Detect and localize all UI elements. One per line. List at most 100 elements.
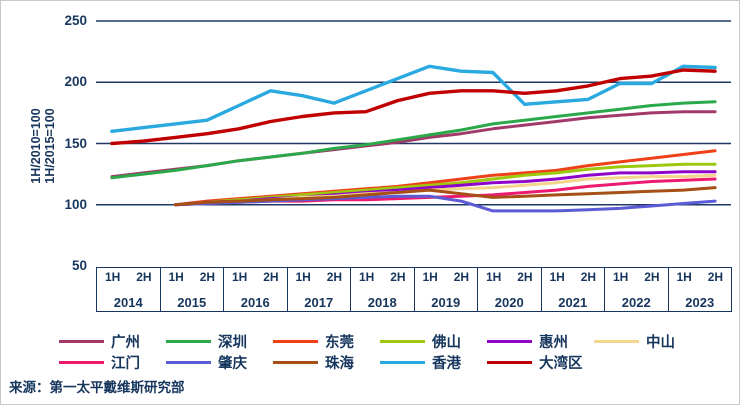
- half-year-labels: 1H 2H: [351, 270, 414, 284]
- legend-swatch-zhaoqing: [166, 360, 211, 365]
- legend-item-zhongshan: 中山: [594, 331, 701, 352]
- legend-swatch-jiangmen: [59, 360, 104, 365]
- half-label-1H-2017: 1H: [295, 270, 311, 284]
- legend-swatch-guangzhou: [59, 339, 104, 344]
- legend-label-jiangmen: 江门: [111, 356, 140, 372]
- legend-swatch-shenzhen: [166, 339, 211, 344]
- x-axis-cell-2017: 1H 2H 2017: [288, 268, 351, 311]
- x-axis-cell-2015: 1H 2H 2015: [161, 268, 224, 311]
- year-label-2022: 2022: [621, 295, 651, 310]
- half-label-1H-2019: 1H: [422, 270, 438, 284]
- x-axis-cell-2014: 1H 2H 2014: [97, 268, 161, 311]
- x-axis-cell-2019: 1H 2H 2019: [415, 268, 478, 311]
- legend-item-gba: 大湾区: [487, 352, 594, 373]
- legend-swatch-hongkong: [380, 360, 425, 365]
- legend-swatch-gba: [487, 360, 532, 365]
- series-line-gba: [110, 68, 717, 146]
- half-label-2H-2022: 2H: [644, 270, 660, 284]
- year-label-2016: 2016: [240, 295, 270, 310]
- y-tick-250: 250: [64, 13, 87, 28]
- half-year-labels: 1H 2H: [542, 270, 605, 284]
- year-label-2018: 2018: [367, 295, 397, 310]
- series-line-zhuhai: [173, 186, 717, 207]
- source-note: 来源：第一太平戴维斯研究部: [9, 380, 185, 395]
- x-axis-cell-2016: 1H 2H 2016: [224, 268, 288, 311]
- half-label-2H-2018: 2H: [390, 270, 406, 284]
- half-year-labels: 1H 2H: [669, 270, 732, 284]
- x-axis-cell-2018: 1H 2H 2018: [351, 268, 415, 311]
- half-label-1H-2018: 1H: [358, 270, 375, 284]
- legend-swatch-zhuhai: [273, 360, 318, 365]
- legend-item-zhaoqing: 肇庆: [166, 352, 273, 373]
- y-axis-label-line1: 1H/2010=100: [29, 108, 43, 184]
- legend-swatch-dongguan: [273, 339, 318, 344]
- legend-item-huizhou: 惠州: [487, 331, 594, 352]
- legend-item-zhuhai: 珠海: [273, 352, 380, 373]
- year-label-2019: 2019: [431, 295, 461, 310]
- half-label-2H-2014: 2H: [136, 270, 152, 284]
- legend-item-foshan: 佛山: [380, 331, 487, 352]
- half-label-2H-2021: 2H: [580, 270, 597, 284]
- legend-label-zhaoqing: 肇庆: [218, 356, 247, 372]
- series-line-shenzhen: [110, 100, 717, 180]
- y-tick-100: 100: [64, 196, 87, 212]
- half-year-labels: 1H 2H: [288, 270, 351, 284]
- legend-swatch-foshan: [380, 339, 425, 344]
- year-label-2017: 2017: [304, 295, 334, 310]
- half-label-1H-2016: 1H: [231, 270, 248, 284]
- legend-row-2: 江门 肇庆 珠海 香港 大湾区: [59, 352, 594, 373]
- year-label-2020: 2020: [494, 295, 524, 310]
- half-label-2H-2017: 2H: [326, 270, 343, 284]
- half-label-1H-2023: 1H: [676, 270, 692, 284]
- half-year-labels: 1H 2H: [97, 270, 160, 284]
- half-year-labels: 1H 2H: [415, 270, 478, 284]
- half-label-1H-2015: 1H: [168, 270, 184, 284]
- x-axis-cell-2023: 1H 2H 2023: [669, 268, 732, 311]
- x-axis-cell-2021: 1H 2H 2021: [542, 268, 605, 311]
- legend-item-jiangmen: 江门: [59, 352, 166, 373]
- x-axis-cell-2022: 1H 2H 2022: [605, 268, 669, 311]
- legend-row-1: 广州 深圳 东莞 佛山 惠州 中山: [59, 331, 701, 352]
- legend-label-gba: 大湾区: [539, 356, 583, 372]
- series-line-hongkong: [110, 64, 717, 134]
- legend-label-huizhou: 惠州: [539, 335, 568, 351]
- legend-swatch-zhongshan: [594, 339, 639, 344]
- half-label-2H-2023: 2H: [707, 270, 724, 284]
- half-year-labels: 1H 2H: [161, 270, 224, 284]
- legend-label-zhongshan: 中山: [646, 335, 675, 351]
- legend-item-guangzhou: 广州: [59, 331, 166, 352]
- year-label-2021: 2021: [558, 295, 588, 310]
- half-year-labels: 1H 2H: [224, 270, 287, 284]
- half-label-1H-2020: 1H: [485, 270, 502, 284]
- legend-item-dongguan: 东莞: [273, 331, 380, 352]
- legend-label-shenzhen: 深圳: [218, 335, 247, 351]
- half-year-labels: 1H 2H: [605, 270, 668, 284]
- year-label-2015: 2015: [177, 295, 207, 310]
- half-label-2H-2015: 2H: [199, 270, 216, 284]
- half-year-labels: 1H 2H: [478, 270, 541, 284]
- legend-label-dongguan: 东莞: [325, 335, 354, 351]
- legend-swatch-huizhou: [487, 339, 532, 344]
- y-tick-200: 200: [64, 74, 87, 90]
- year-label-2014: 2014: [113, 295, 143, 310]
- half-label-2H-2019: 2H: [453, 270, 470, 284]
- legend-item-hongkong: 香港: [380, 352, 487, 373]
- y-tick-150: 150: [64, 135, 87, 151]
- year-label-2023: 2023: [685, 295, 715, 310]
- half-label-2H-2020: 2H: [517, 270, 533, 284]
- legend-label-hongkong: 香港: [432, 356, 461, 372]
- legend-item-shenzhen: 深圳: [166, 331, 273, 352]
- y-tick-50: 50: [71, 258, 87, 273]
- half-label-1H-2021: 1H: [549, 270, 565, 284]
- y-axis-label: 1H/2010=100 1H/2015=100: [29, 108, 57, 183]
- half-label-2H-2016: 2H: [263, 270, 279, 284]
- half-label-1H-2022: 1H: [612, 270, 629, 284]
- half-label-1H-2014: 1H: [104, 270, 121, 284]
- legend-label-zhuhai: 珠海: [325, 356, 354, 372]
- x-axis: 1H 2H 2014 1H 2H 2015 1H 2H 2016 1H 2H 2017 1H 2H 2018…: [96, 267, 732, 312]
- x-axis-cell-2020: 1H 2H 2020: [478, 268, 542, 311]
- y-axis-label-line2: 1H/2015=100: [43, 108, 57, 184]
- legend-label-guangzhou: 广州: [111, 335, 140, 351]
